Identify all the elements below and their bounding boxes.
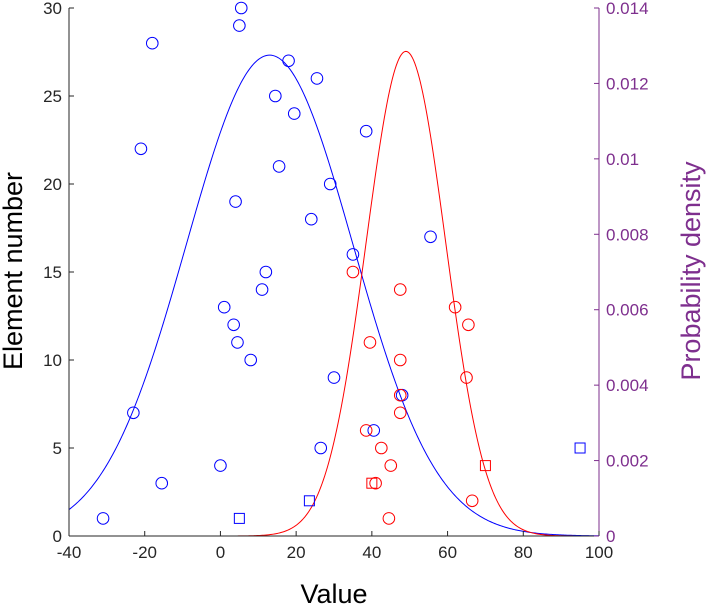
data-point-square — [233, 512, 245, 524]
data-point — [448, 300, 462, 314]
data-point — [393, 283, 407, 296]
data-point — [269, 89, 282, 103]
data-point — [323, 177, 337, 191]
y2-tick-label: 0.012 — [606, 74, 649, 93]
y-tick-label: 5 — [53, 439, 62, 458]
x-tick-label: 40 — [362, 543, 381, 562]
y2-tick-label: 0 — [606, 527, 615, 546]
data-point — [272, 160, 286, 173]
y2-tick-label: 0.01 — [606, 150, 639, 169]
pdf-curve-2 — [69, 50, 599, 537]
data-point — [393, 353, 407, 367]
data-point — [346, 248, 360, 261]
data-point — [369, 476, 382, 490]
data-point — [214, 459, 227, 472]
pdf-curves — [68, 50, 600, 537]
data-point — [282, 54, 295, 68]
data-point-square — [479, 460, 491, 472]
data-point — [259, 265, 273, 279]
y-tick-label: 10 — [43, 351, 62, 370]
data-point — [327, 371, 341, 384]
y2-tick-label: 0.006 — [606, 301, 649, 320]
data-point-square — [366, 477, 378, 489]
data-point — [304, 212, 318, 226]
data-point — [217, 300, 231, 314]
y-tick-label: 15 — [43, 263, 62, 282]
data-point — [393, 388, 407, 402]
data-point — [375, 441, 388, 455]
data-point — [229, 195, 242, 208]
y-axis-title: Element number — [0, 172, 28, 370]
data-point — [382, 512, 396, 525]
data-point — [96, 512, 110, 525]
data-point — [359, 424, 373, 437]
data-point — [231, 336, 244, 349]
x-axis-title: Value — [300, 579, 367, 608]
scatter-markers — [96, 1, 586, 525]
data-point — [462, 318, 475, 332]
x-tick-label: 100 — [585, 543, 613, 562]
y-tick-label: 25 — [43, 87, 62, 106]
data-point — [227, 318, 240, 332]
data-point — [234, 1, 248, 15]
data-point — [384, 459, 398, 472]
y-tick-label: 0 — [53, 527, 62, 546]
data-point — [367, 424, 381, 437]
data-point — [134, 142, 148, 156]
data-point — [255, 283, 269, 296]
pdf-curve-1 — [68, 54, 600, 537]
x-tick-label: 0 — [216, 543, 225, 562]
data-point — [310, 72, 324, 85]
axes — [68, 7, 600, 537]
y2-tick-label: 0.014 — [606, 0, 649, 18]
data-point — [393, 406, 407, 420]
tick-labels: -40 -20 0 20 40 60 80 10005101520253000.0020.00… — [43, 0, 648, 562]
data-point — [145, 36, 159, 50]
data-point — [465, 494, 479, 508]
data-point — [233, 19, 246, 32]
y2-tick-label: 0.002 — [606, 452, 649, 471]
data-point — [244, 353, 258, 367]
y-tick-label: 30 — [43, 0, 62, 18]
y2-axis-title: Probability density — [676, 161, 706, 381]
x-tick-label: -20 — [132, 543, 157, 562]
x-tick-label: 60 — [438, 543, 457, 562]
data-point — [127, 406, 140, 420]
data-point-square — [303, 495, 315, 507]
data-point — [155, 476, 169, 490]
x-tick-label: 80 — [514, 543, 533, 562]
data-point — [314, 441, 328, 455]
y-tick-label: 20 — [43, 175, 62, 194]
data-point — [287, 107, 301, 120]
y2-tick-label: 0.004 — [606, 376, 649, 395]
data-point — [359, 124, 373, 138]
x-tick-label: -40 — [57, 543, 82, 562]
y2-tick-label: 0.008 — [606, 225, 649, 244]
data-point — [346, 265, 360, 279]
data-point — [363, 336, 377, 349]
data-point — [460, 371, 473, 384]
data-point-square — [574, 442, 586, 454]
x-tick-label: 20 — [287, 543, 306, 562]
data-point — [424, 230, 437, 244]
